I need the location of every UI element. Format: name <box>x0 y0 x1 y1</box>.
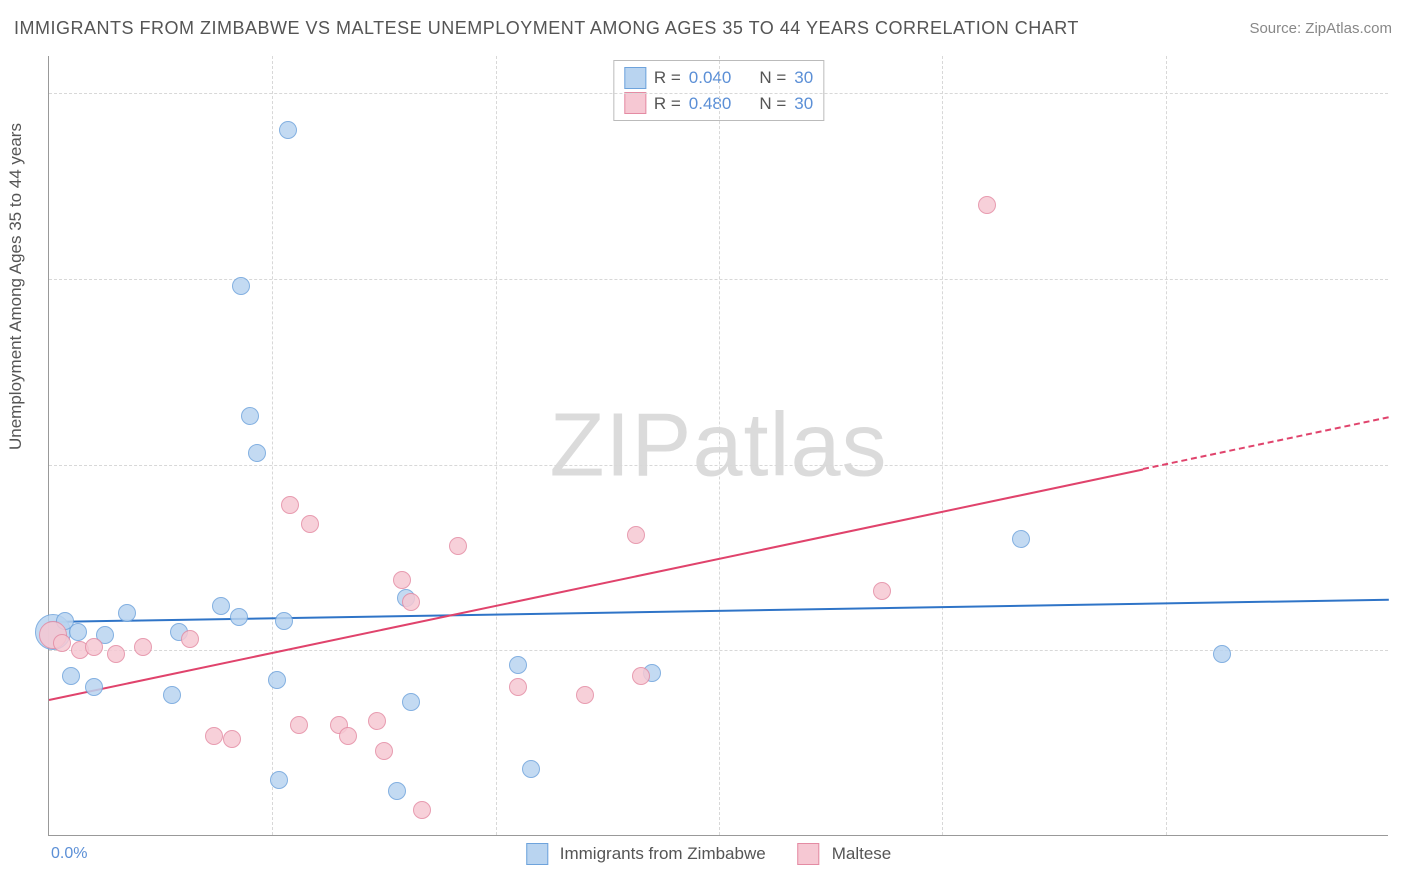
scatter-point <box>509 656 527 674</box>
chart-title: IMMIGRANTS FROM ZIMBABWE VS MALTESE UNEM… <box>14 18 1079 39</box>
scatter-point <box>53 634 71 652</box>
scatter-point <box>375 742 393 760</box>
scatter-point <box>275 612 293 630</box>
y-tick-label: 5.0% <box>1396 641 1406 659</box>
legend-swatch <box>526 843 548 865</box>
scatter-point <box>62 667 80 685</box>
legend-r-value: 0.480 <box>689 91 732 117</box>
gridline-vertical <box>496 56 497 835</box>
scatter-point <box>873 582 891 600</box>
scatter-point <box>107 645 125 663</box>
scatter-point <box>232 277 250 295</box>
scatter-point <box>402 593 420 611</box>
scatter-point <box>368 712 386 730</box>
legend-n-value: 30 <box>794 91 813 117</box>
scatter-point <box>290 716 308 734</box>
legend-swatch <box>624 67 646 89</box>
scatter-point <box>978 196 996 214</box>
gridline-vertical <box>272 56 273 835</box>
scatter-point <box>85 638 103 656</box>
scatter-point <box>205 727 223 745</box>
scatter-point <box>279 121 297 139</box>
scatter-point <box>576 686 594 704</box>
scatter-point <box>301 515 319 533</box>
scatter-point <box>388 782 406 800</box>
source-attribution: Source: ZipAtlas.com <box>1249 20 1392 37</box>
watermark-bold: ZIP <box>549 395 692 495</box>
legend-n-label: N = <box>759 91 786 117</box>
scatter-point <box>181 630 199 648</box>
scatter-point <box>241 407 259 425</box>
scatter-point <box>393 571 411 589</box>
legend-r-value: 0.040 <box>689 65 732 91</box>
x-tick-label: 0.0% <box>51 845 87 863</box>
legend-n-value: 30 <box>794 65 813 91</box>
y-tick-label: 15.0% <box>1396 270 1406 288</box>
legend-swatch <box>624 92 646 114</box>
scatter-point <box>134 638 152 656</box>
scatter-point <box>248 444 266 462</box>
trend-line <box>1143 416 1389 470</box>
scatter-point <box>522 760 540 778</box>
scatter-point <box>223 730 241 748</box>
scatter-point <box>281 496 299 514</box>
plot-area: ZIPatlas R = 0.040N = 30R = 0.480N = 30 … <box>48 56 1388 836</box>
scatter-point <box>163 686 181 704</box>
scatter-point <box>627 526 645 544</box>
scatter-point <box>85 678 103 696</box>
scatter-point <box>118 604 136 622</box>
scatter-point <box>1213 645 1231 663</box>
scatter-point <box>632 667 650 685</box>
legend-r-label: R = <box>654 91 681 117</box>
scatter-point <box>449 537 467 555</box>
scatter-point <box>212 597 230 615</box>
legend-n-label: N = <box>759 65 786 91</box>
legend-swatch <box>798 843 820 865</box>
scatter-point <box>509 678 527 696</box>
y-tick-label: 10.0% <box>1396 456 1406 474</box>
scatter-point <box>339 727 357 745</box>
scatter-point <box>268 671 286 689</box>
scatter-point <box>402 693 420 711</box>
legend-series-label: Immigrants from Zimbabwe <box>560 844 766 864</box>
trend-line <box>49 468 1144 700</box>
y-tick-label: 20.0% <box>1396 84 1406 102</box>
gridline-vertical <box>719 56 720 835</box>
watermark-thin: atlas <box>692 395 887 495</box>
gridline-vertical <box>942 56 943 835</box>
scatter-point <box>69 623 87 641</box>
legend-r-label: R = <box>654 65 681 91</box>
legend-series: Immigrants from Zimbabwe Maltese <box>526 843 911 865</box>
title-bar: IMMIGRANTS FROM ZIMBABWE VS MALTESE UNEM… <box>14 18 1392 39</box>
scatter-point <box>270 771 288 789</box>
y-axis-label: Unemployment Among Ages 35 to 44 years <box>6 123 26 450</box>
scatter-point <box>413 801 431 819</box>
gridline-vertical <box>1166 56 1167 835</box>
legend-series-label: Maltese <box>832 844 892 864</box>
scatter-point <box>1012 530 1030 548</box>
scatter-point <box>230 608 248 626</box>
